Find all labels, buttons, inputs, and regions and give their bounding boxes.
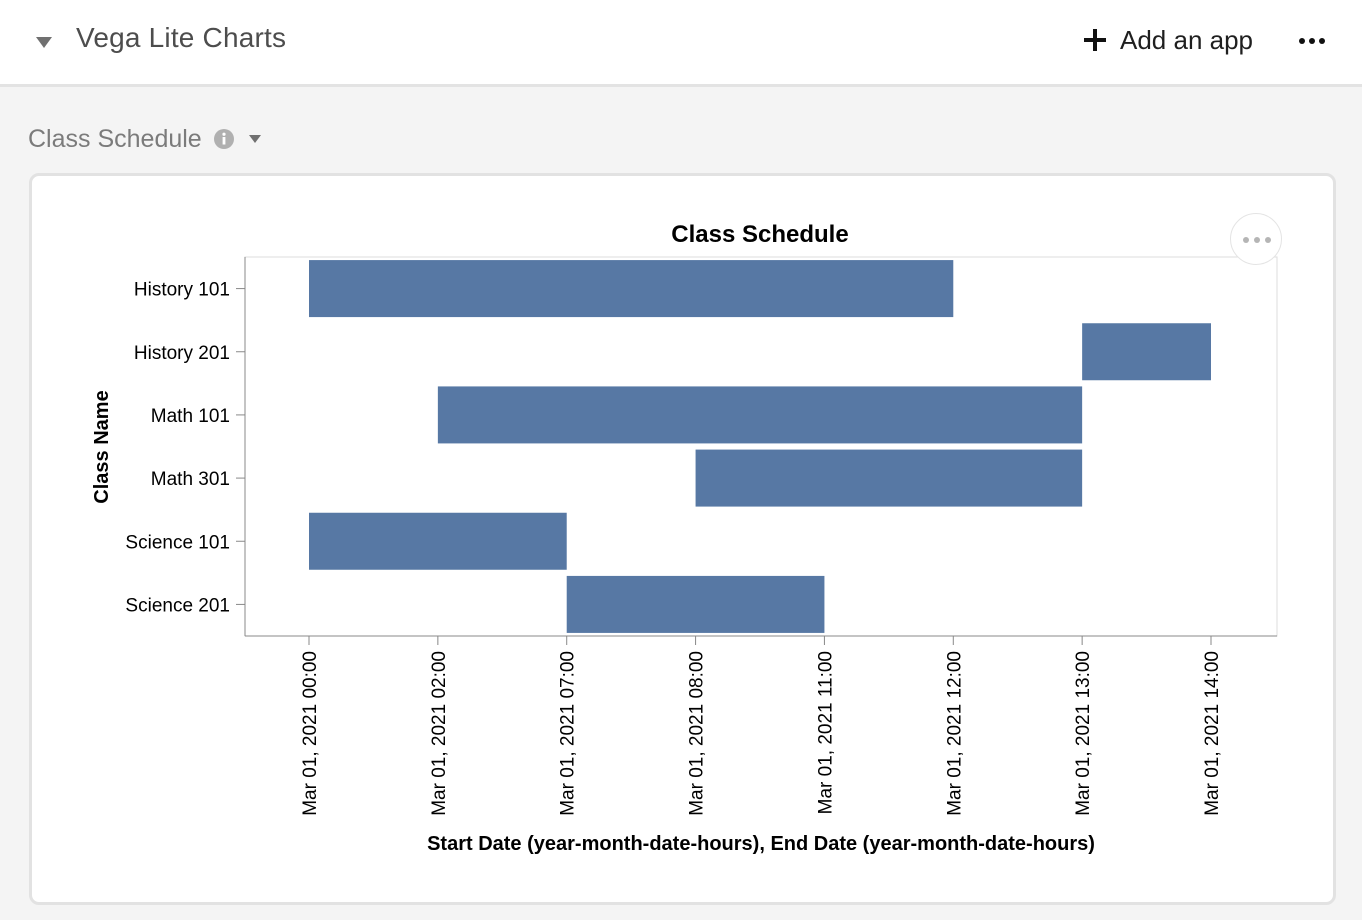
block-header: Class Schedule	[28, 122, 262, 156]
app-title: Vega Lite Charts	[76, 22, 287, 53]
x-tick-label: Mar 01, 2021 00:00	[300, 651, 321, 816]
y-tick-label: Math 101	[151, 406, 230, 427]
plus-icon	[1084, 29, 1106, 51]
y-tick-label: Math 301	[151, 469, 230, 490]
x-tick-label: Mar 01, 2021 02:00	[429, 651, 450, 816]
x-tick-label: Mar 01, 2021 07:00	[558, 651, 579, 816]
gantt-bar	[695, 449, 1083, 507]
dot	[1243, 237, 1249, 243]
info-icon[interactable]	[213, 129, 234, 149]
gantt-bar	[309, 260, 954, 318]
y-tick-label: Science 101	[125, 532, 230, 553]
y-tick-label: History 201	[134, 343, 230, 364]
gantt-bar	[309, 512, 567, 570]
chart-actions-button[interactable]	[1230, 213, 1282, 265]
top-bar: Vega Lite Charts Add an app	[0, 0, 1362, 87]
x-tick-label: Mar 01, 2021 14:00	[1202, 651, 1223, 816]
add-app-button[interactable]: Add an app	[1084, 22, 1253, 58]
gantt-bar	[437, 386, 1083, 444]
x-tick-label: Mar 01, 2021 12:00	[944, 651, 965, 816]
y-axis-title: Class Name	[91, 390, 113, 503]
y-tick-label: Science 201	[125, 595, 230, 616]
x-axis-title: Start Date (year-month-date-hours), End …	[427, 833, 1095, 855]
caret-down-icon[interactable]	[34, 34, 54, 50]
plot-area	[244, 256, 1278, 637]
dot	[1265, 237, 1271, 243]
ellipsis-icon[interactable]	[1298, 30, 1328, 52]
x-tick-label: Mar 01, 2021 08:00	[687, 651, 708, 816]
x-tick-label: Mar 01, 2021 11:00	[815, 651, 836, 814]
block-menu-caret-icon[interactable]	[248, 133, 262, 145]
dot	[1254, 237, 1260, 243]
gantt-bar	[566, 575, 825, 633]
x-tick-label: Mar 01, 2021 13:00	[1073, 651, 1094, 816]
chart-title: Class Schedule	[671, 221, 848, 248]
block-title: Class Schedule	[28, 124, 202, 153]
gantt-bar	[1082, 323, 1211, 381]
y-tick-label: History 101	[134, 280, 230, 301]
add-app-label: Add an app	[1120, 24, 1254, 55]
